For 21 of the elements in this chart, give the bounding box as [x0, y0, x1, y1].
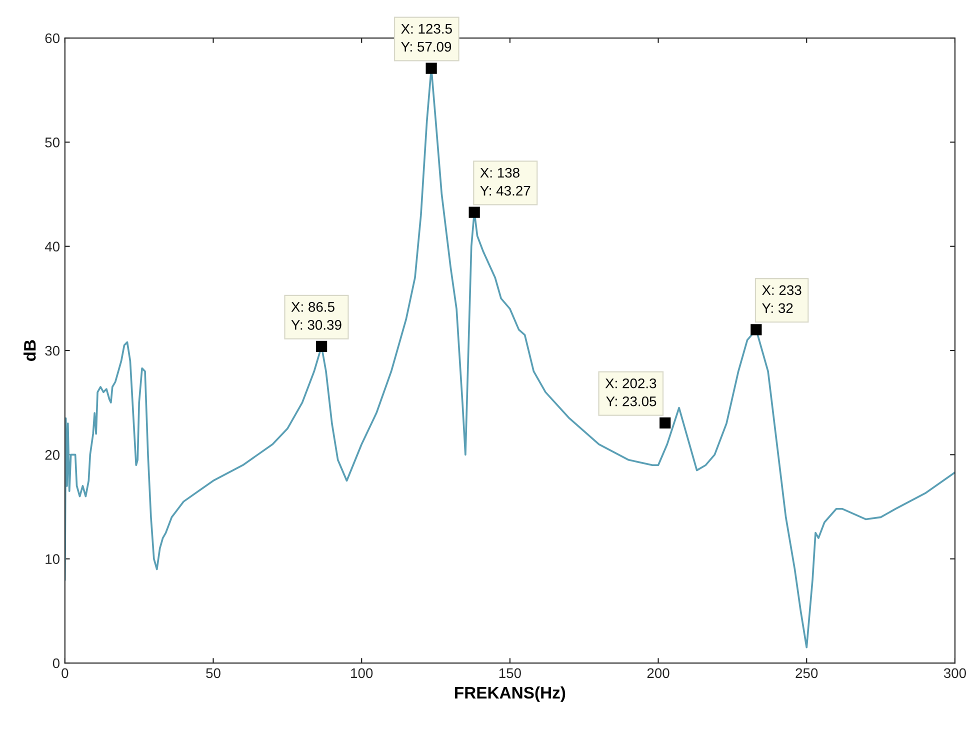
y-tick-label: 60	[45, 33, 60, 44]
annotation: X: 86.5 Y: 30.39	[291, 302, 342, 330]
x-tick-label: 50	[206, 668, 220, 678]
x-tick-label: 200	[647, 668, 670, 678]
y-tick-label: 10	[46, 554, 60, 564]
annotation: X: 138 Y: 43.27	[480, 168, 530, 196]
y-tick-label: 0	[52, 658, 60, 668]
annotation: X: 123.5 Y: 57.09	[401, 24, 452, 52]
x-tick-label: 150	[499, 668, 521, 678]
y-tick-label: 50	[45, 138, 60, 148]
y-tick-label: 40	[44, 242, 60, 252]
x-tick-label: 100	[351, 668, 373, 678]
x-axis-title: FREKANS(Hz)	[455, 686, 566, 702]
annotation: X: 233 Y: 32	[762, 285, 802, 314]
y-tick-label: 20	[45, 450, 60, 460]
y-tick-label: 30	[45, 346, 60, 356]
y-axis-title: dB	[24, 340, 36, 361]
annotation: X: 202.3 Y: 23.05	[605, 378, 656, 406]
x-tick-label: 300	[944, 668, 966, 678]
x-tick-label: 0	[62, 668, 68, 678]
x-tick-label: 250	[796, 668, 818, 678]
